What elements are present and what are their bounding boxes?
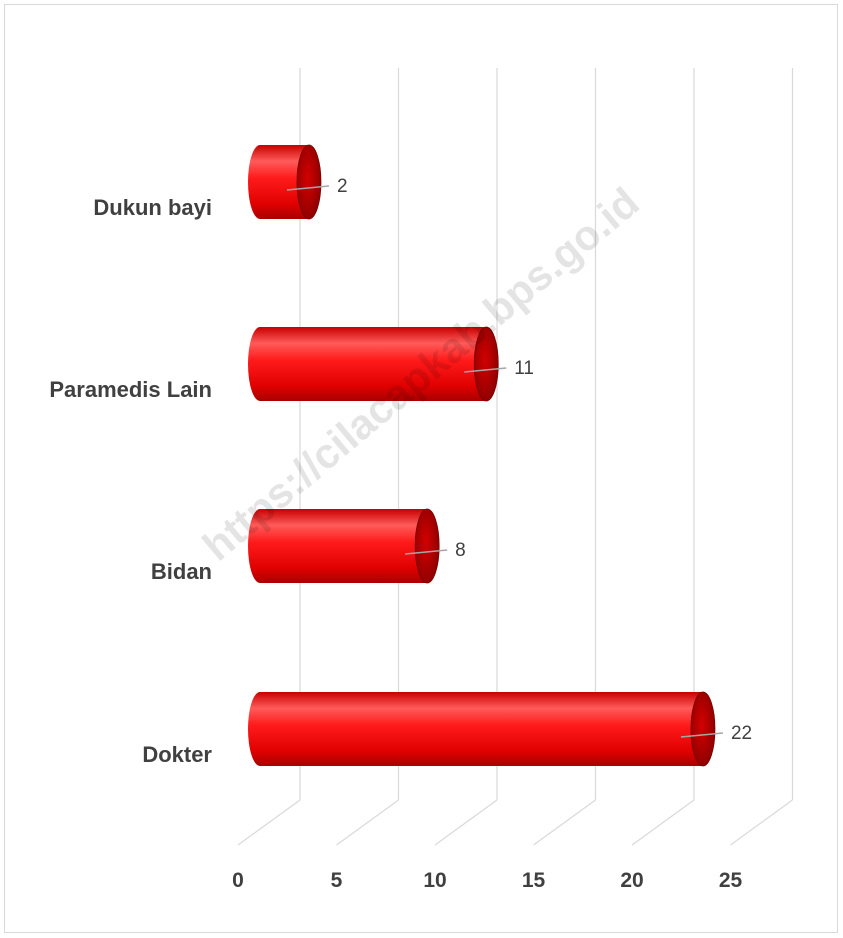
bar [248,508,440,584]
bar [248,326,499,402]
gridline [434,68,498,846]
label-layer: 0 5 10 15 20 25 2 Dukun bayi 11 Paramedis Lain 8 Bi… [49,176,752,892]
bar [248,691,716,767]
gridline [533,68,597,846]
chart-frame [4,4,838,933]
category-label: Paramedis Lain [49,377,212,402]
data-label-leader [680,732,724,738]
x-tick-label: 0 [232,869,244,892]
bar [248,144,322,220]
x-tick-label: 5 [331,869,343,892]
x-tick-label: 20 [620,869,643,892]
bar-layer [248,144,716,767]
data-label-leader [405,549,448,555]
gridline [336,68,400,846]
data-label: 2 [337,176,348,197]
gridline [730,68,794,846]
data-label: 22 [731,723,752,744]
x-tick-label: 15 [522,869,546,892]
x-tick-label: 25 [719,869,743,892]
data-label-leader [286,185,330,191]
data-label: 8 [455,540,466,561]
data-label: 11 [514,358,534,379]
category-label: Dokter [142,742,212,767]
data-label-leader [464,367,507,373]
category-label: Dukun bayi [93,195,212,220]
category-label: Bidan [151,559,212,584]
gridline [631,68,695,846]
x-tick-label: 10 [423,869,446,892]
